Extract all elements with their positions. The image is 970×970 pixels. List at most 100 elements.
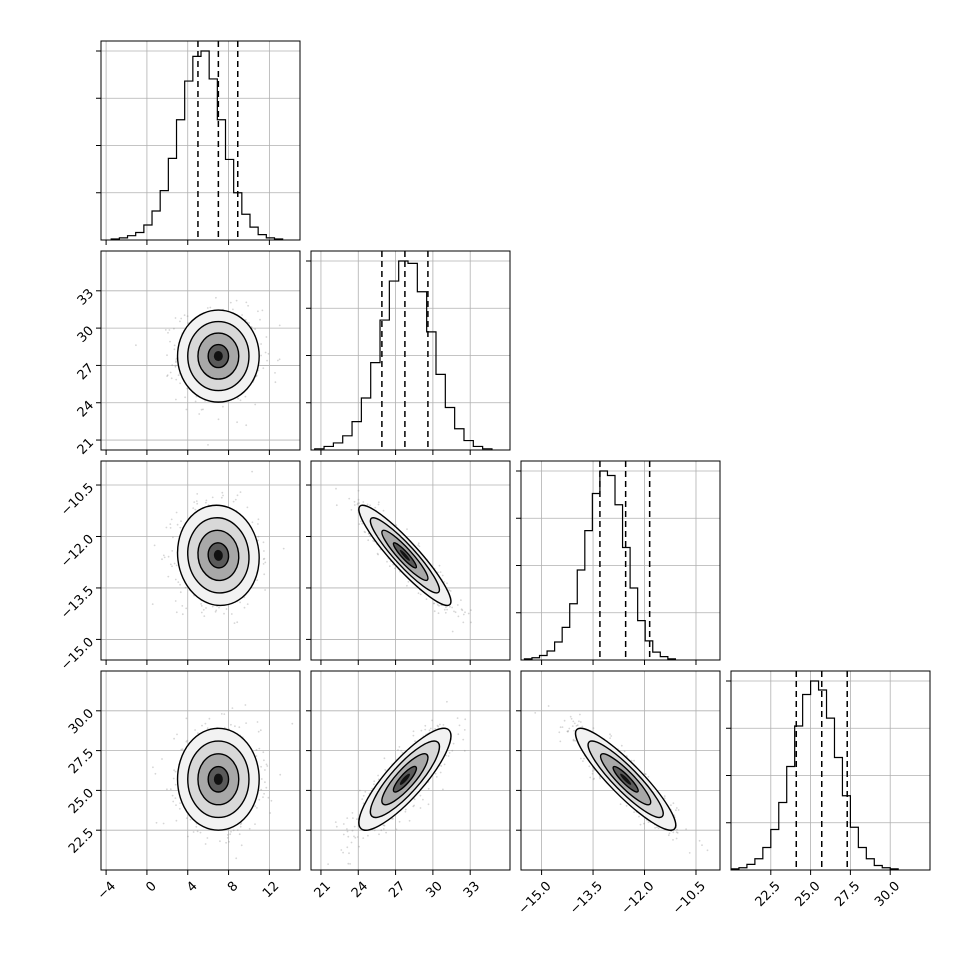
scatter-point <box>265 336 268 338</box>
scatter-point <box>174 317 177 319</box>
y-tick-label: 33 <box>75 286 97 308</box>
scatter-point <box>236 494 239 497</box>
scatter-point <box>439 571 442 573</box>
scatter-point <box>572 738 575 741</box>
scatter-point <box>229 301 232 304</box>
scatter-point <box>561 726 564 728</box>
scatter-point <box>282 547 285 550</box>
scatter-point <box>161 558 163 561</box>
x-tick-label: 30 <box>424 879 446 901</box>
scatter-point <box>654 827 656 829</box>
scatter-point <box>398 820 401 823</box>
scatter-point <box>458 724 461 727</box>
scatter-point <box>262 558 265 561</box>
scatter-point <box>413 798 416 801</box>
contour-line <box>207 765 230 793</box>
scatter-point <box>175 804 177 806</box>
scatter-point <box>279 773 282 776</box>
scatter-point <box>163 556 166 559</box>
density-peak <box>620 773 632 785</box>
scatter-point <box>236 621 239 624</box>
scatter-point <box>351 812 354 814</box>
scatter-point <box>581 725 584 728</box>
contour-line <box>381 753 429 806</box>
scatter-point <box>187 835 189 838</box>
scatter-point <box>382 824 385 827</box>
scatter-point <box>377 553 379 556</box>
scatter-point <box>169 371 172 374</box>
scatter-point <box>610 735 613 737</box>
scatter-point <box>246 603 249 605</box>
scatter-point <box>448 752 451 754</box>
scatter-point <box>372 539 375 542</box>
scatter-point <box>672 831 675 834</box>
scatter-point <box>436 724 439 727</box>
scatter-point <box>166 375 169 377</box>
scatter-point <box>350 841 353 844</box>
scatter-point <box>222 405 224 408</box>
scatter-point <box>342 851 344 854</box>
scatter-point <box>677 809 680 811</box>
pair-panel-3-2 <box>520 670 721 871</box>
scatter-point <box>567 730 569 733</box>
histogram-3 <box>731 680 899 870</box>
scatter-point <box>373 829 376 832</box>
scatter-point <box>215 609 218 612</box>
contour-line <box>197 332 240 380</box>
scatter-point <box>248 322 251 324</box>
scatter-point <box>574 739 576 742</box>
hist-panel-3 <box>726 670 931 871</box>
scatter-point <box>448 589 451 591</box>
scatter-point <box>206 837 209 839</box>
scatter-point <box>222 494 224 497</box>
scatter-point <box>162 554 165 557</box>
scatter-point <box>170 518 173 521</box>
scatter-point <box>169 340 171 343</box>
scatter-point <box>264 351 267 354</box>
scatter-point <box>269 812 272 814</box>
scatter-point <box>184 586 187 589</box>
y-tick-label: 24 <box>75 398 97 420</box>
scatter-point <box>361 798 364 800</box>
scatter-point <box>255 748 258 751</box>
scatter-point <box>186 387 189 390</box>
scatter-point <box>348 852 350 855</box>
scatter-point <box>461 609 464 612</box>
scatter-point <box>183 314 186 317</box>
scatter-point <box>668 832 671 835</box>
scatter-point <box>180 748 183 751</box>
scatter-point <box>217 418 220 421</box>
scatter-point <box>162 822 165 825</box>
scatter-point <box>334 821 337 823</box>
scatter-point <box>353 835 355 838</box>
scatter-point <box>367 539 370 542</box>
scatter-point <box>424 728 427 731</box>
contour-line <box>207 343 230 369</box>
scatter-point <box>592 727 595 729</box>
scatter-point <box>155 821 158 824</box>
scatter-point <box>225 841 228 844</box>
scatter-point <box>256 579 259 581</box>
scatter-point <box>433 610 436 613</box>
scatter-point <box>353 825 356 828</box>
scatter-point <box>178 807 181 810</box>
scatter-point <box>169 527 172 529</box>
hist-frame-0 <box>100 40 301 241</box>
scatter-point <box>195 825 198 828</box>
scatter-point <box>457 733 460 736</box>
y-tick-label: 27 <box>75 361 97 383</box>
scatter-point <box>232 500 235 503</box>
scatter-point <box>351 829 354 832</box>
scatter-point <box>186 315 189 318</box>
scatter-point <box>356 818 358 820</box>
scatter-point <box>230 830 232 833</box>
scatter-point <box>362 794 365 797</box>
scatter-point <box>630 759 633 762</box>
scatter-point <box>441 574 444 577</box>
scatter-point <box>383 824 386 827</box>
scatter-point <box>576 724 579 726</box>
scatter-point <box>644 773 646 775</box>
scatter-point <box>245 424 248 427</box>
y-tick-label: 21 <box>75 435 97 457</box>
scatter-point <box>443 581 446 583</box>
